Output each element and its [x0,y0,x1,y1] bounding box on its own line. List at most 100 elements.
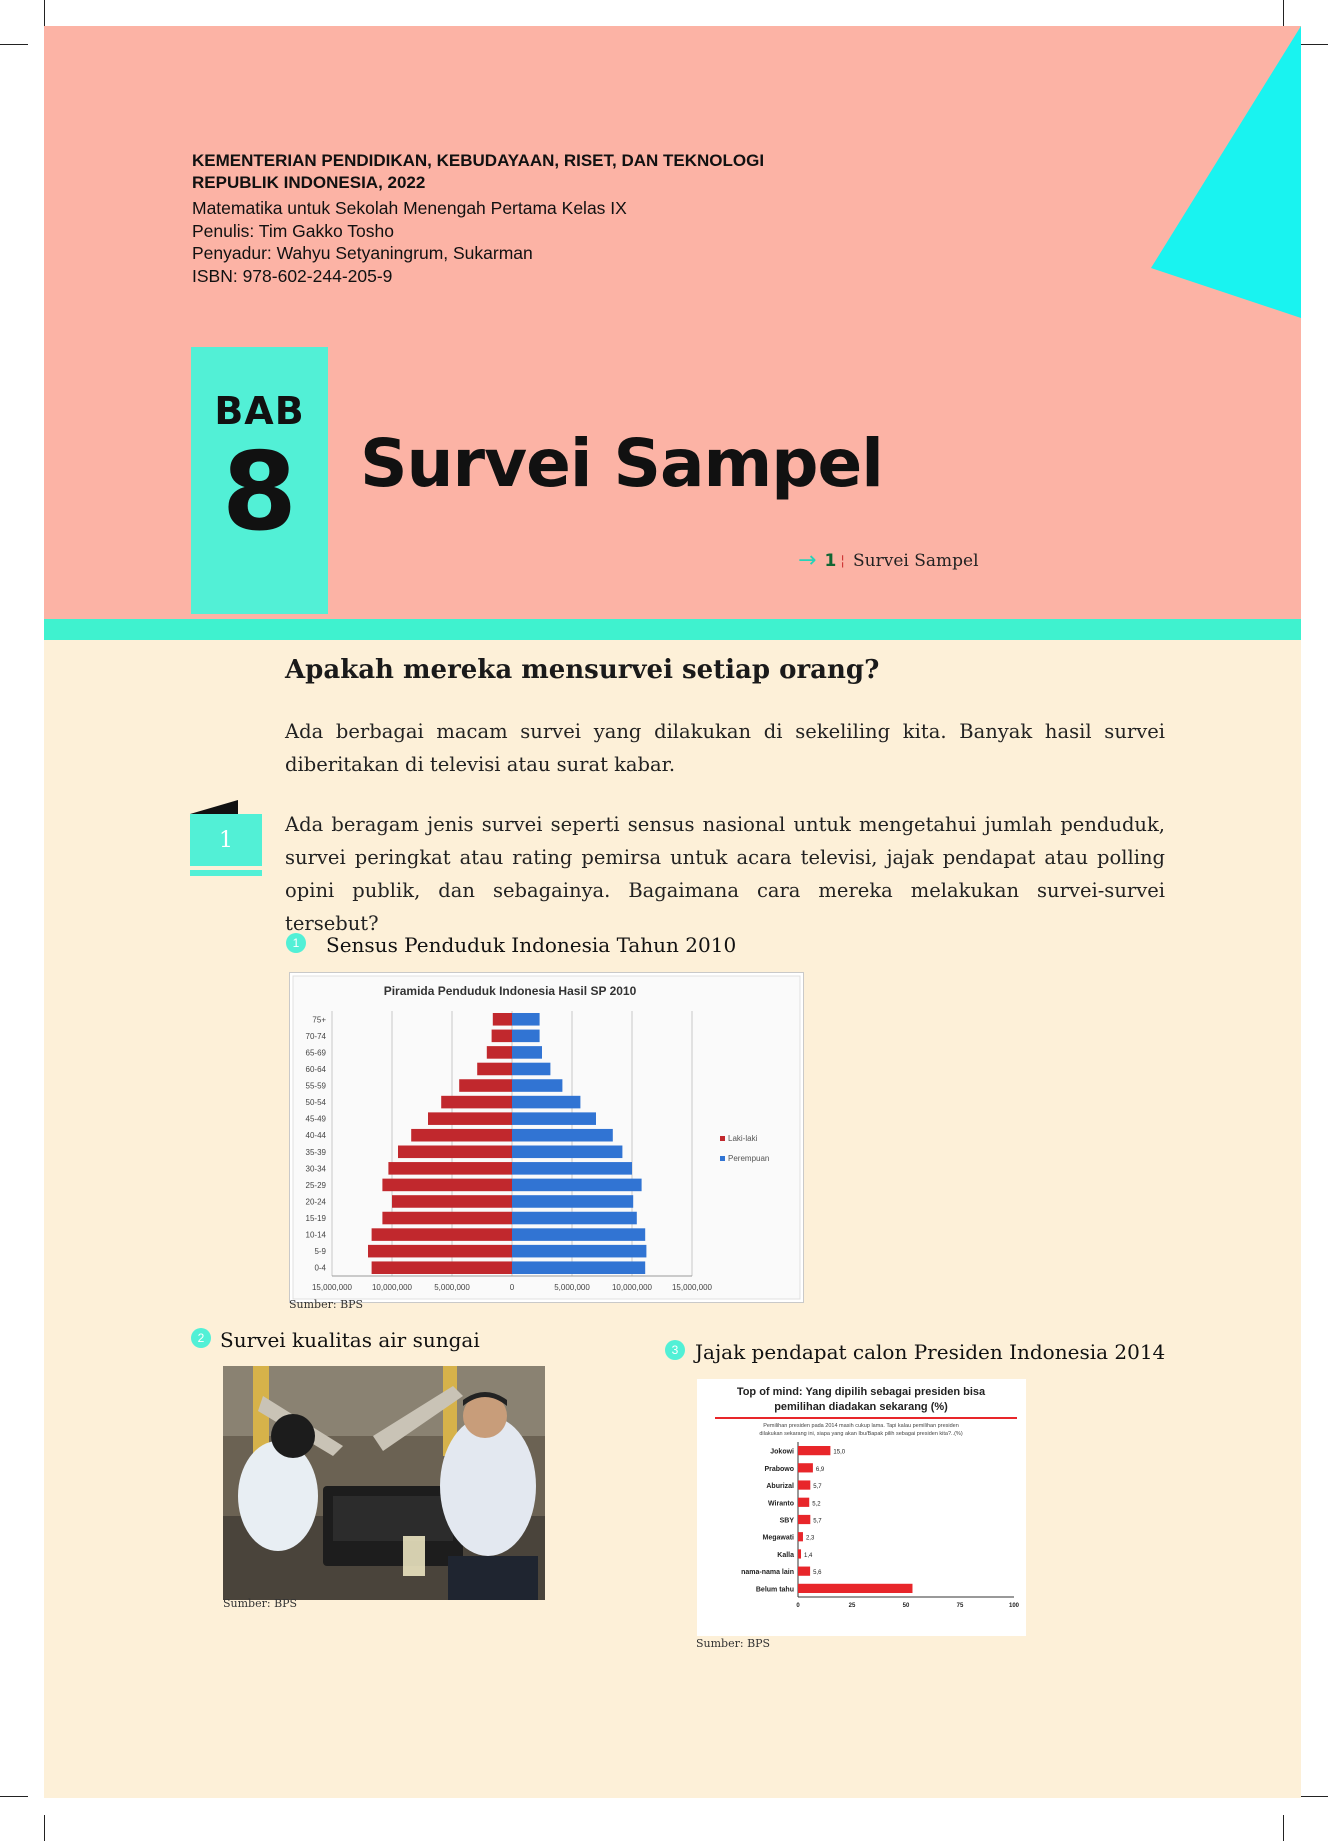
male-bar [392,1195,512,1208]
decorative-triangle [1151,26,1301,318]
male-bar [398,1145,512,1159]
badge-underline [190,870,262,876]
age-tick-label: 50-54 [306,1098,327,1107]
presidential-poll-chart: Top of mind: Yang dipilih sebagai presid… [697,1379,1026,1636]
male-bar [411,1128,512,1142]
item-number-badge: 3 [665,1340,685,1360]
male-bar [477,1062,512,1076]
value-label: 5,7 [813,1519,822,1525]
poll-bar [798,1497,810,1507]
poll-bar [798,1583,913,1593]
male-bar [428,1112,512,1125]
male-bar [371,1228,512,1241]
candidate-label: Jokowi [770,1449,794,1456]
poll-subtitle-line-1: Pemilihan presiden pada 2014 masih cukup… [763,1423,959,1429]
value-label: 5,6 [813,1570,822,1576]
author-line: Penulis: Tim Gakko Tosho [192,220,394,241]
female-bar [512,1178,642,1192]
female-bar [512,1162,632,1175]
crop-mark [1283,0,1284,26]
poll-bar [798,1566,811,1576]
x-tick-label: 10,000,000 [612,1283,653,1292]
female-bar [512,1095,581,1109]
x-tick-label: 0 [796,1603,800,1609]
x-tick-label: 0 [510,1283,515,1292]
item-number-badge: 2 [191,1328,211,1348]
legend-swatch [720,1156,725,1161]
poll-bar [798,1480,811,1490]
female-bar [512,1062,551,1076]
chapter-title: Survei Sampel [360,425,884,502]
book-title-line: Matematika untuk Sekolah Menengah Pertam… [192,198,627,218]
value-label: 1,4 [804,1553,813,1559]
age-tick-label: 25-29 [306,1181,327,1190]
female-bar [512,1079,563,1092]
female-bar [512,1228,646,1241]
value-label: 5,7 [813,1484,822,1490]
crop-mark [1300,1796,1328,1797]
value-label: 2,3 [806,1536,815,1542]
candidate-label: nama-nama lain [741,1569,794,1576]
population-pyramid-chart: Piramida Penduduk Indonesia Hasil SP 201… [289,972,804,1303]
age-tick-label: 65-69 [306,1048,327,1057]
x-tick-label: 15,000,000 [312,1283,353,1292]
item-label: Survei kualitas air sungai [220,1328,480,1352]
source-note: Sumber: BPS [289,1298,364,1311]
badge-number: 1 [219,828,233,853]
crop-mark [44,0,45,26]
candidate-label: Aburizal [766,1483,794,1490]
age-tick-label: 75+ [312,1015,326,1024]
book-metadata: KEMENTERIAN PENDIDIKAN, KEBUDAYAAN, RISE… [192,150,764,287]
male-bar [371,1261,512,1274]
crop-mark [1300,44,1328,45]
female-bar [512,1029,540,1043]
candidate-label: Belum tahu [756,1586,794,1593]
age-tick-label: 35-39 [306,1148,327,1157]
legend-swatch [720,1136,725,1141]
male-bar [492,1013,512,1026]
x-tick-label: 15,000,000 [672,1283,713,1292]
female-bar [512,1112,596,1125]
age-tick-label: 5-9 [314,1247,326,1256]
candidate-label: Megawati [762,1535,794,1542]
male-bar [388,1162,512,1175]
female-bar [512,1244,647,1258]
female-bar [512,1145,623,1159]
poll-bar [798,1463,813,1473]
toc-separator: ¦ [840,552,845,569]
legend-label: Laki-laki [728,1134,758,1143]
age-tick-label: 10-14 [306,1231,327,1240]
item-label: Jajak pendapat calon Presiden Indonesia … [695,1340,1166,1364]
x-tick-label: 10,000,000 [372,1283,413,1292]
value-label: 6,9 [816,1467,825,1473]
x-tick-label: 5,000,000 [434,1283,470,1292]
publisher-line-1: KEMENTERIAN PENDIDIKAN, KEBUDAYAAN, RISE… [192,151,765,170]
age-tick-label: 15-19 [306,1214,327,1223]
x-tick-label: 75 [957,1603,964,1609]
toc-entry[interactable]: → 1 ¦ Survei Sampel [798,548,979,573]
age-tick-label: 70-74 [306,1032,327,1041]
poll-bar [798,1446,831,1456]
badge-body [190,814,262,866]
value-label: 5,2 [812,1501,821,1507]
x-tick-label: 25 [849,1603,856,1609]
poll-bar [798,1532,803,1542]
x-tick-label: 50 [903,1603,910,1609]
x-tick-label: 100 [1009,1603,1020,1609]
body-paragraph: Ada beragam jenis survei seperti sensus … [285,813,1165,935]
value-label: 15,0 [833,1450,845,1456]
female-bar [512,1261,646,1274]
male-bar [441,1095,512,1109]
item-number-badge: 1 [286,933,306,953]
crop-mark [0,44,28,45]
crop-mark [44,1815,45,1841]
chapter-badge: BAB 8 [191,347,328,614]
male-bar [486,1046,512,1059]
female-bar [512,1013,540,1026]
flag-icon [190,800,238,814]
pyramid-svg: Piramida Penduduk Indonesia Hasil SP 201… [292,975,801,1300]
age-tick-label: 0-4 [314,1264,326,1273]
male-bar [382,1178,512,1192]
male-bar [459,1079,512,1092]
photo-illustration [223,1366,545,1600]
